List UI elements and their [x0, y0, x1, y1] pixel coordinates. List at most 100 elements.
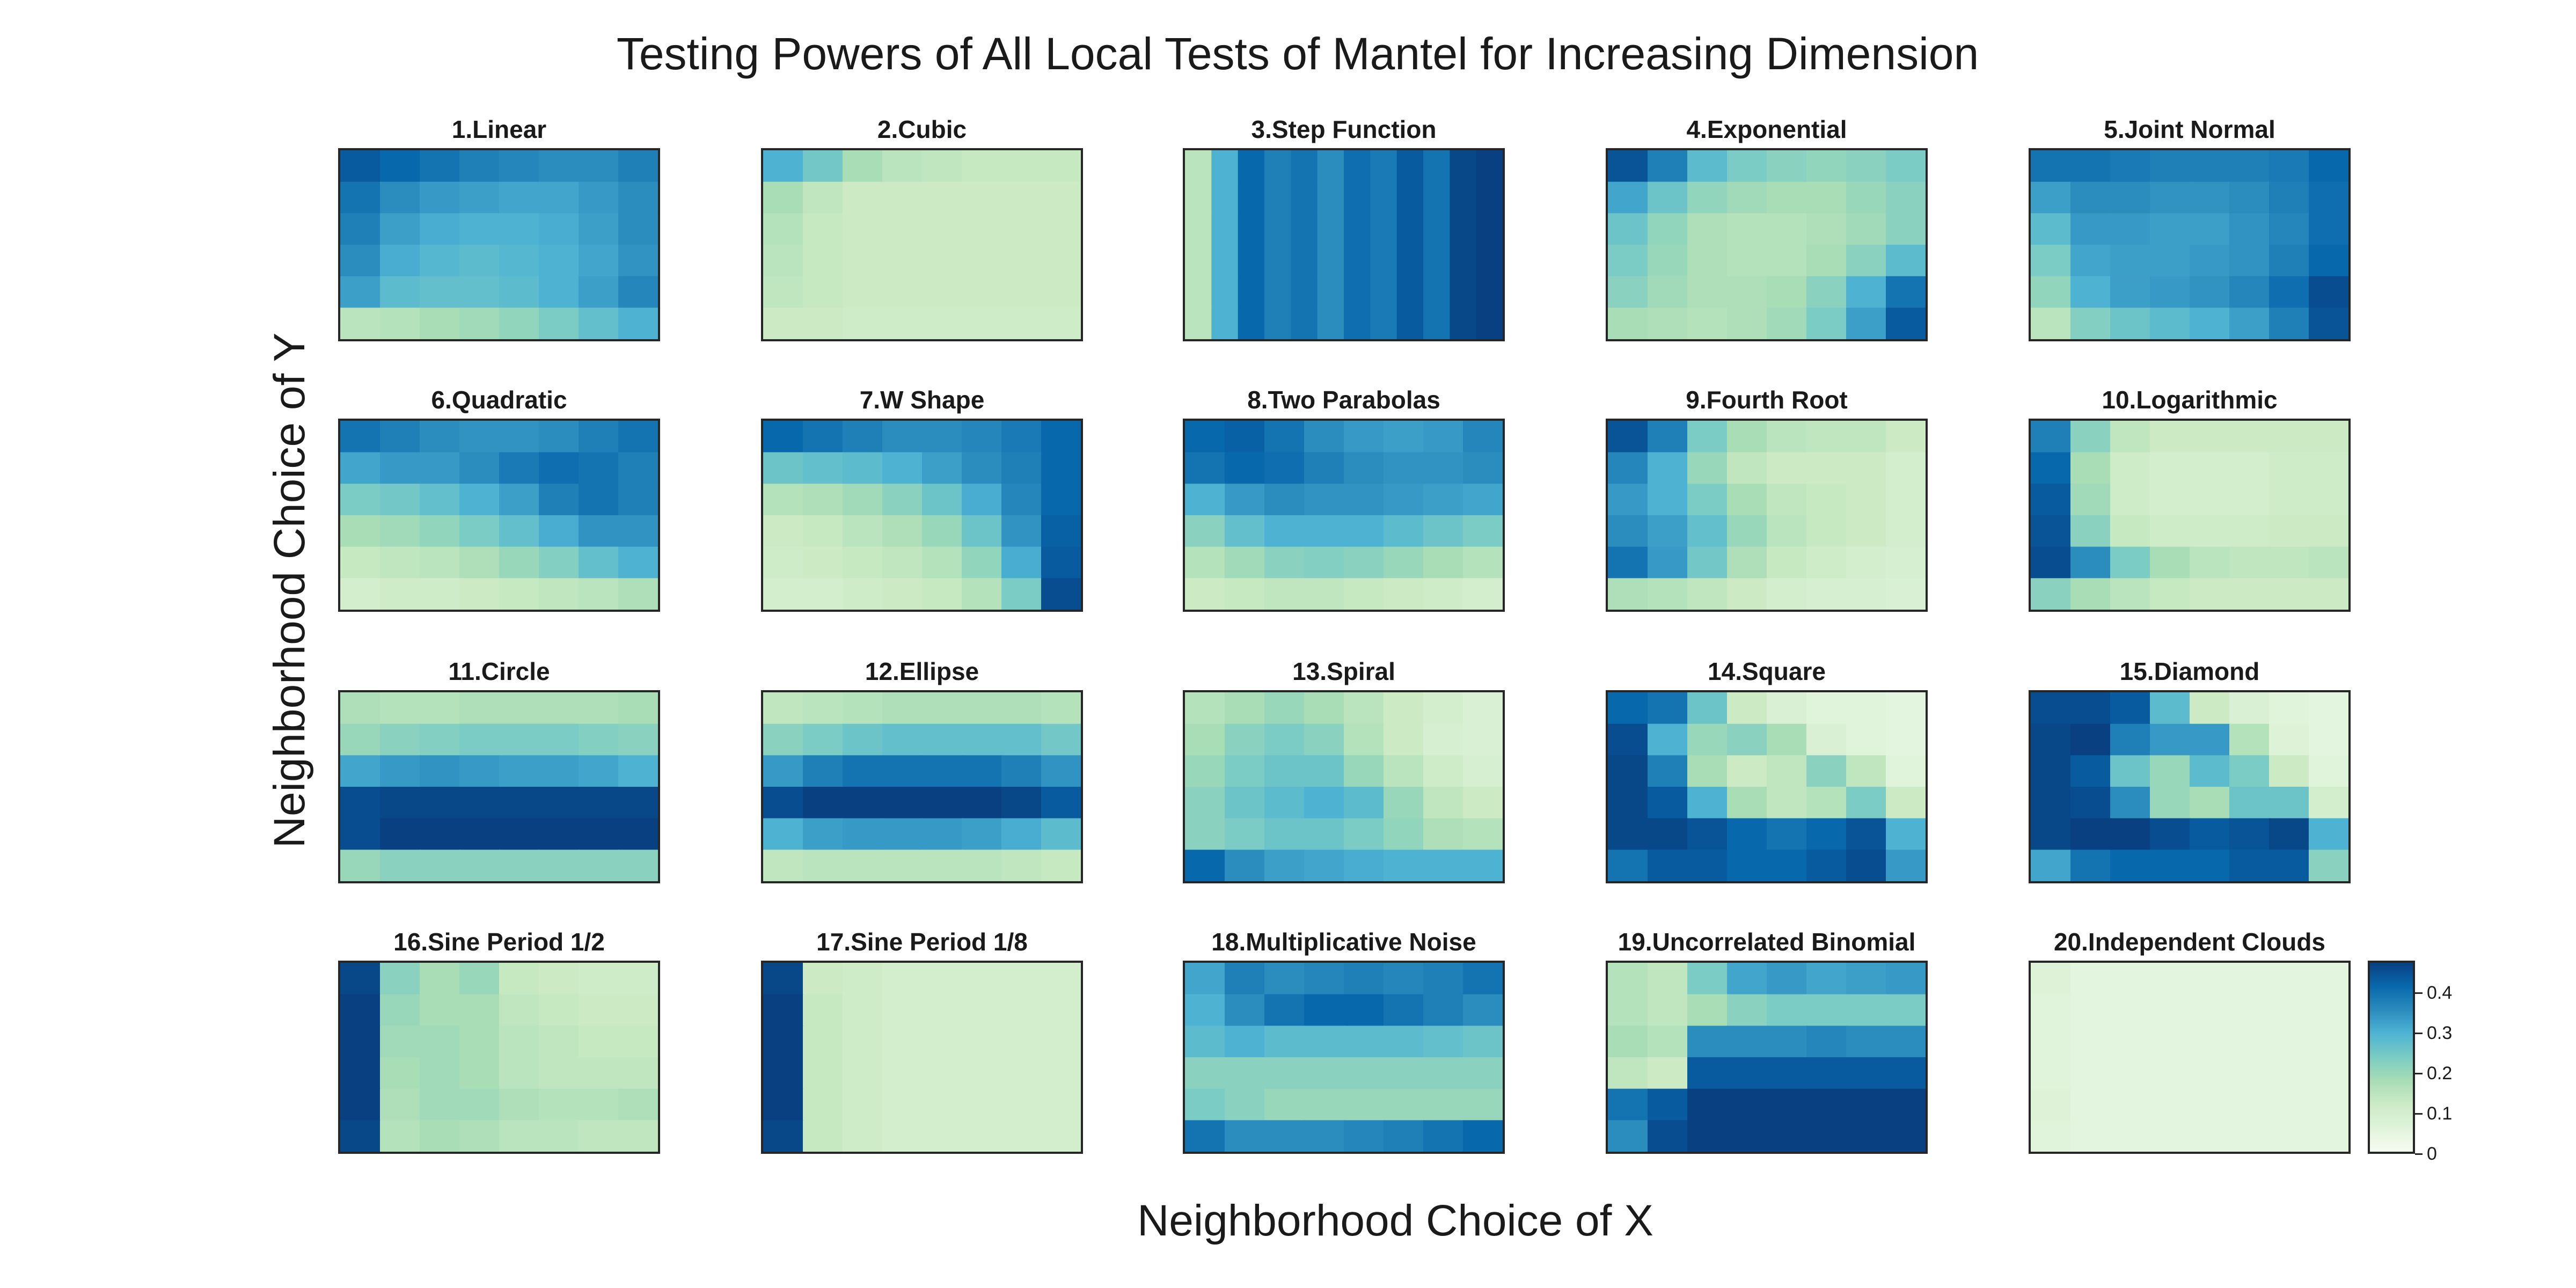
chart-title: Testing Powers of All Local Tests of Man…: [616, 28, 1979, 79]
heatmap-cell: [1608, 421, 1649, 453]
heatmap-cell: [618, 963, 658, 995]
heatmap-cell: [2031, 484, 2072, 516]
heatmap-svg: [1185, 692, 1503, 881]
heatmap-cell: [1687, 1057, 1728, 1089]
heatmap-cell: [1344, 787, 1385, 819]
heatmap-cell: [539, 213, 580, 246]
heatmap-cell: [2190, 484, 2230, 516]
heatmap-cell: [618, 1057, 658, 1089]
heatmap-cell: [539, 150, 580, 182]
heatmap-cell: [2190, 421, 2230, 453]
heatmap-cell: [962, 181, 1002, 214]
heatmap-cell: [2150, 755, 2191, 788]
heatmap-cell: [1463, 484, 1503, 516]
heatmap-cell: [459, 787, 500, 819]
heatmap-cell: [1211, 308, 1239, 339]
heatmap-cell: [2031, 818, 2072, 851]
heatmap-cell: [803, 755, 844, 788]
heatmap-cell: [1344, 578, 1385, 610]
heatmap-cell: [618, 213, 658, 246]
heatmap-cell: [1291, 308, 1318, 339]
heatmap-cell: [1886, 421, 1926, 453]
heatmap-cell: [499, 245, 540, 277]
heatmap-cell: [539, 181, 580, 214]
heatmap-cell: [380, 213, 421, 246]
heatmap-cell: [2269, 181, 2310, 214]
heatmap-cell: [539, 421, 580, 453]
heatmap-cell: [340, 963, 381, 995]
heatmap-cell: [499, 484, 540, 516]
heatmap-cell: [1727, 692, 1768, 724]
heatmap-cell: [2309, 484, 2348, 516]
heatmap-cell: [1846, 213, 1887, 246]
heatmap-cell: [380, 150, 421, 182]
heatmap-cell: [1185, 308, 1212, 339]
heatmap-cell: [1041, 1120, 1081, 1152]
heatmap-cell: [1344, 308, 1371, 339]
heatmap-cell: [2190, 452, 2230, 485]
heatmap-cell: [2110, 963, 2151, 995]
heatmap-cell: [618, 692, 658, 724]
heatmap-cell: [1886, 1120, 1926, 1152]
heatmap-cell: [380, 181, 421, 214]
heatmap-cell: [1423, 963, 1464, 995]
heatmap-cell: [1767, 963, 1807, 995]
heatmap-cell: [380, 308, 421, 339]
heatmap-cell: [1185, 818, 1226, 851]
heatmap-cell: [2070, 850, 2111, 881]
heatmap-cell: [882, 755, 923, 788]
heatmap-cell: [1041, 1026, 1081, 1058]
heatmap-cell: [1185, 245, 1212, 277]
heatmap-panel: [761, 961, 1083, 1154]
heatmap-cell: [1687, 850, 1728, 881]
heatmap-cell: [1846, 308, 1887, 339]
heatmap-cell: [1727, 1088, 1768, 1121]
heatmap-cell: [618, 994, 658, 1027]
heatmap-cell: [1886, 692, 1926, 724]
heatmap-cell: [2309, 755, 2348, 788]
heatmap-cell: [2190, 245, 2230, 277]
heatmap-cell: [1767, 484, 1807, 516]
heatmap-cell: [763, 452, 804, 485]
heatmap-cell: [922, 515, 963, 547]
heatmap-cell: [380, 963, 421, 995]
heatmap-cell: [843, 245, 883, 277]
heatmap-cell: [1767, 245, 1807, 277]
heatmap-cell: [1608, 692, 1649, 724]
heatmap-cell: [763, 1088, 804, 1121]
heatmap-cell: [1687, 421, 1728, 453]
heatmap-cell: [1463, 692, 1503, 724]
heatmap-cell: [380, 578, 421, 610]
heatmap-cell: [1886, 723, 1926, 756]
heatmap-cell: [1041, 515, 1081, 547]
heatmap-cell: [2229, 994, 2270, 1027]
heatmap-cell: [618, 484, 658, 516]
heatmap-cell: [1396, 245, 1424, 277]
heatmap-cell: [499, 692, 540, 724]
heatmap-cell: [499, 787, 540, 819]
heatmap-svg: [1185, 421, 1503, 610]
heatmap-cell: [1041, 787, 1081, 819]
colorbar-tick: [2415, 992, 2423, 994]
heatmap-cell: [499, 181, 540, 214]
heatmap-cell: [803, 276, 844, 309]
heatmap-cell: [882, 484, 923, 516]
heatmap-cell: [962, 515, 1002, 547]
heatmap-cell: [1423, 723, 1464, 756]
heatmap-cell: [1886, 308, 1926, 339]
heatmap-cell: [1846, 1057, 1887, 1089]
heatmap-cell: [2269, 245, 2310, 277]
heatmap-cell: [1384, 787, 1424, 819]
heatmap-cell: [2070, 994, 2111, 1027]
heatmap-cell: [380, 1026, 421, 1058]
heatmap-cell: [1608, 1057, 1649, 1089]
heatmap-panel: [1183, 148, 1505, 341]
heatmap-cell: [1001, 818, 1042, 851]
heatmap-cell: [1463, 546, 1503, 579]
heatmap-cell: [1264, 692, 1305, 724]
heatmap-cell: [1476, 276, 1503, 309]
heatmap-cell: [618, 1088, 658, 1121]
heatmap-cell: [1476, 213, 1503, 246]
heatmap-cell: [843, 515, 883, 547]
heatmap-cell: [1423, 515, 1464, 547]
